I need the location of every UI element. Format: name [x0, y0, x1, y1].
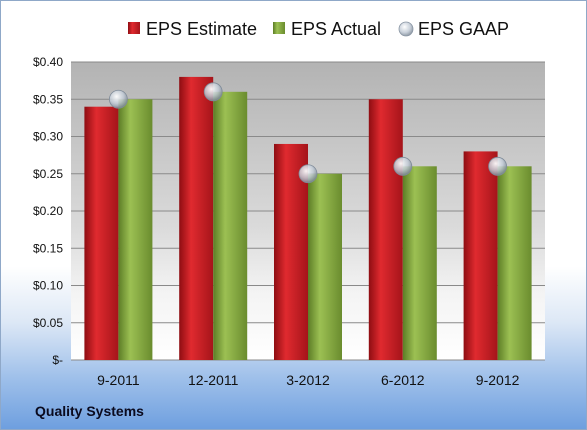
company-name: Quality Systems	[35, 403, 144, 419]
x-tick-label: 12-2011	[188, 372, 239, 388]
legend-swatch-actual	[273, 22, 285, 34]
bar-eps-estimate	[84, 106, 119, 360]
bar-eps-estimate	[179, 76, 214, 361]
legend-item-eps-actual: EPS Actual	[273, 19, 381, 39]
y-tick-label: $0.30	[33, 130, 63, 144]
y-tick-label: $-	[52, 353, 63, 367]
x-axis-ticks: 9-2011 12-2011 3-2012 6-2012 9-2012	[97, 372, 519, 388]
y-tick-label: $0.25	[33, 167, 63, 181]
bar-eps-actual	[118, 99, 153, 360]
y-tick-label: $0.40	[33, 55, 63, 69]
x-tick-label: 6-2012	[381, 372, 425, 388]
legend-label-estimate: EPS Estimate	[146, 19, 257, 39]
y-tick-label: $0.10	[33, 279, 63, 293]
point-eps-gaap	[488, 156, 508, 176]
bar-eps-actual	[213, 91, 248, 361]
x-tick-label: 3-2012	[286, 372, 330, 388]
bar-eps-actual	[402, 166, 437, 360]
bars	[84, 76, 532, 361]
legend-swatch-gaap	[398, 21, 414, 37]
legend: EPS Estimate EPS Actual EPS GAAP	[128, 19, 509, 39]
y-tick-label: $0.05	[33, 316, 63, 330]
legend-swatch-estimate	[128, 22, 140, 34]
gaap-points	[109, 82, 508, 184]
point-eps-gaap	[109, 89, 128, 109]
x-tick-label: 9-2012	[476, 372, 520, 388]
legend-item-eps-estimate: EPS Estimate	[128, 19, 257, 39]
y-axis-ticks: $- $0.05 $0.10 $0.15 $0.20 $0.25 $0.30 $0.35 $0.…	[33, 55, 63, 367]
point-eps-gaap	[393, 156, 413, 176]
y-tick-label: $0.15	[33, 241, 63, 255]
y-tick-label: $0.35	[33, 92, 63, 106]
bar-eps-actual	[308, 173, 342, 360]
legend-item-eps-gaap: EPS GAAP	[398, 19, 509, 39]
legend-label-gaap: EPS GAAP	[418, 19, 509, 39]
legend-label-actual: EPS Actual	[291, 19, 381, 39]
bar-eps-actual	[497, 166, 532, 360]
y-tick-label: $0.20	[33, 204, 63, 218]
point-eps-gaap	[298, 164, 318, 184]
bar-eps-estimate	[463, 151, 498, 360]
x-tick-label: 9-2011	[97, 372, 140, 388]
bar-eps-estimate	[368, 99, 403, 360]
point-eps-gaap	[203, 82, 223, 102]
